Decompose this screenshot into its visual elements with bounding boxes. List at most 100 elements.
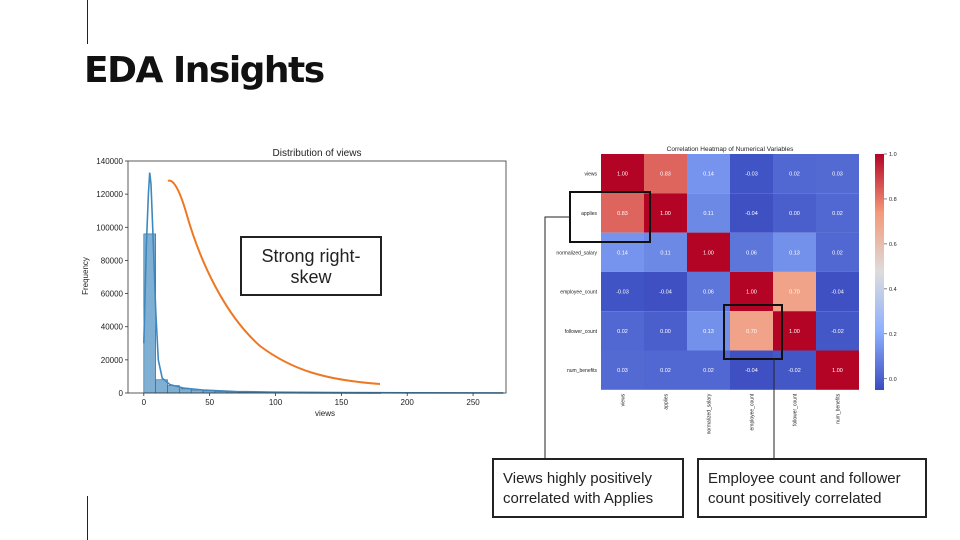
heatmap-value-2-5: 0.02 (832, 250, 843, 256)
heatmap-value-5-2: 0.02 (703, 368, 714, 374)
correlation-heatmap: Correlation Heatmap of Numerical Variabl… (556, 146, 896, 434)
heatmap-value-0-3: -0.03 (745, 172, 758, 178)
heatmap-cell-3-2 (687, 271, 730, 312)
heatmap-value-4-4: 1.00 (789, 329, 800, 335)
heatmap-cell-0-3 (730, 154, 773, 194)
heatmap-col-label-2: normalized_salary (707, 393, 713, 434)
heatmap-title: Correlation Heatmap of Numerical Variabl… (667, 146, 794, 153)
heatmap-value-1-5: 0.02 (832, 211, 843, 217)
heatmap-cell-3-1 (644, 271, 687, 312)
heatmap-cell-2-1 (644, 232, 687, 272)
heatmap-cell-4-1 (644, 311, 687, 351)
heatmap-cell-2-2 (687, 232, 730, 272)
heatmap-cell-5-3 (730, 350, 773, 390)
heatmap-row-label-2: normalized_salary (556, 250, 597, 256)
heatmap-col-label-5: num_benefits (836, 393, 842, 424)
heatmap-col-label-4: follower_count (793, 393, 799, 426)
views-distribution-chart: Distribution of views Frequency views 0 5… (81, 148, 507, 418)
hist-ytick-label-20000: 20000 (101, 356, 124, 365)
hist-ylabel: Frequency (81, 257, 90, 295)
hist-ytick-label-60000: 60000 (101, 290, 124, 299)
top-accent-line (87, 0, 88, 44)
heatmap-cell-0-0 (601, 154, 644, 194)
heatmap-cell-2-5 (816, 232, 859, 272)
heatmap-cell-0-4 (773, 154, 816, 194)
heatmap-cell-1-5 (816, 193, 859, 233)
hist-ytick-label-140000: 140000 (96, 157, 123, 166)
heatmap-value-0-2: 0.14 (703, 172, 714, 178)
heatmap-value-5-5: 1.00 (832, 368, 843, 374)
heatmap-cell-4-2 (687, 311, 730, 351)
hist-title: Distribution of views (273, 148, 362, 159)
heatmap-value-0-1: 0.83 (660, 172, 671, 178)
heatmap-row-label-4: follower_count (565, 329, 598, 335)
heatmap-value-2-3: 0.06 (746, 250, 757, 256)
hist-plot-frame (127, 160, 507, 394)
heatmap-row-label-5: num_benefits (567, 368, 598, 374)
heatmap-cell-0-1 (644, 154, 687, 194)
heatmap-cell-5-1 (644, 350, 687, 390)
heatmap-cell-1-2 (687, 193, 730, 233)
heatmap-value-5-1: 0.02 (660, 368, 671, 374)
hist-xtick-label-0: 0 (142, 398, 147, 407)
hist-xtick-label-100: 100 (269, 398, 283, 407)
heatmap-value-4-0: 0.02 (617, 329, 628, 335)
colorbar-label-0.0: 0.0 (889, 377, 897, 383)
heatmap-col-label-3: employee_count (750, 393, 756, 430)
heatmap-value-2-4: 0.13 (789, 250, 800, 256)
heatmap-value-4-3: 0.70 (746, 329, 757, 335)
heatmap-value-0-5: 0.03 (832, 172, 843, 178)
heatmap-cell-3-5 (816, 271, 859, 312)
colorbar-label-0.8: 0.8 (889, 197, 897, 203)
heatmap-value-1-4: 0.00 (789, 211, 800, 217)
colorbar-label-1.0: 1.0 (889, 152, 897, 158)
heatmap-value-5-3: -0.04 (745, 368, 758, 374)
heatmap-col-label-1: applies (664, 393, 670, 409)
heatmap-row-label-0: views (584, 172, 597, 178)
hist-ytick-label-120000: 120000 (96, 190, 123, 199)
heatmap-value-2-2: 1.00 (703, 250, 714, 256)
heatmap-value-1-1: 1.00 (660, 211, 671, 217)
heatmap-value-3-4: 0.70 (789, 290, 800, 296)
hist-ytick-label-40000: 40000 (101, 323, 124, 332)
hist-xlabel: views (315, 409, 335, 418)
heatmap-cell-5-2 (687, 350, 730, 390)
applies-leader-line (544, 216, 570, 458)
colorbar-label-0.4: 0.4 (889, 287, 897, 293)
hist-xtick-label-250: 250 (466, 398, 480, 407)
heatmap-cell-2-4 (773, 232, 816, 272)
heatmap-row-label-1: applies (581, 211, 597, 217)
slide-title: EDA Insights (84, 50, 325, 91)
heatmap-value-5-4: -0.02 (788, 368, 801, 374)
hist-bar-3 (179, 388, 192, 394)
hist-ytick-label-80000: 80000 (101, 256, 124, 265)
heatmap-value-1-2: 0.11 (703, 211, 713, 217)
heatmap-value-3-2: 0.06 (703, 290, 714, 296)
heatmap-cell-3-0 (601, 271, 644, 312)
heatmap-cell-0-5 (816, 154, 859, 194)
heatmap-value-0-4: 0.02 (789, 172, 800, 178)
heatmap-value-4-5: -0.02 (831, 329, 844, 335)
hist-xtick-label-200: 200 (401, 398, 415, 407)
hist-xtick-label-150: 150 (335, 398, 349, 407)
heatmap-cell-2-3 (730, 232, 773, 272)
heatmap-value-1-3: -0.04 (745, 211, 758, 217)
kde-curve (143, 172, 504, 394)
heatmap-cell-4-4 (773, 311, 816, 351)
hist-xtick-label-50: 50 (205, 398, 214, 407)
heatmap-value-3-5: -0.04 (831, 290, 844, 296)
applies-correlation-callout: Views highly positively correlated with … (492, 458, 684, 518)
heatmap-value-2-0: 0.14 (617, 250, 628, 256)
heatmap-col-label-0: views (621, 393, 627, 406)
heatmap-cell-5-0 (601, 350, 644, 390)
colorbar-label-0.2: 0.2 (889, 332, 897, 338)
skew-highlight-curve (167, 179, 381, 385)
hist-ytick-label-100000: 100000 (96, 223, 123, 232)
heatmap-value-1-0: 0.83 (617, 211, 628, 217)
heatmap-value-0-0: 1.00 (617, 172, 628, 178)
bottom-accent-line (87, 496, 88, 540)
heatmap-value-3-0: -0.03 (616, 290, 629, 296)
heatmap-cell-4-5 (816, 311, 859, 351)
heatmap-cell-1-1 (644, 193, 687, 233)
